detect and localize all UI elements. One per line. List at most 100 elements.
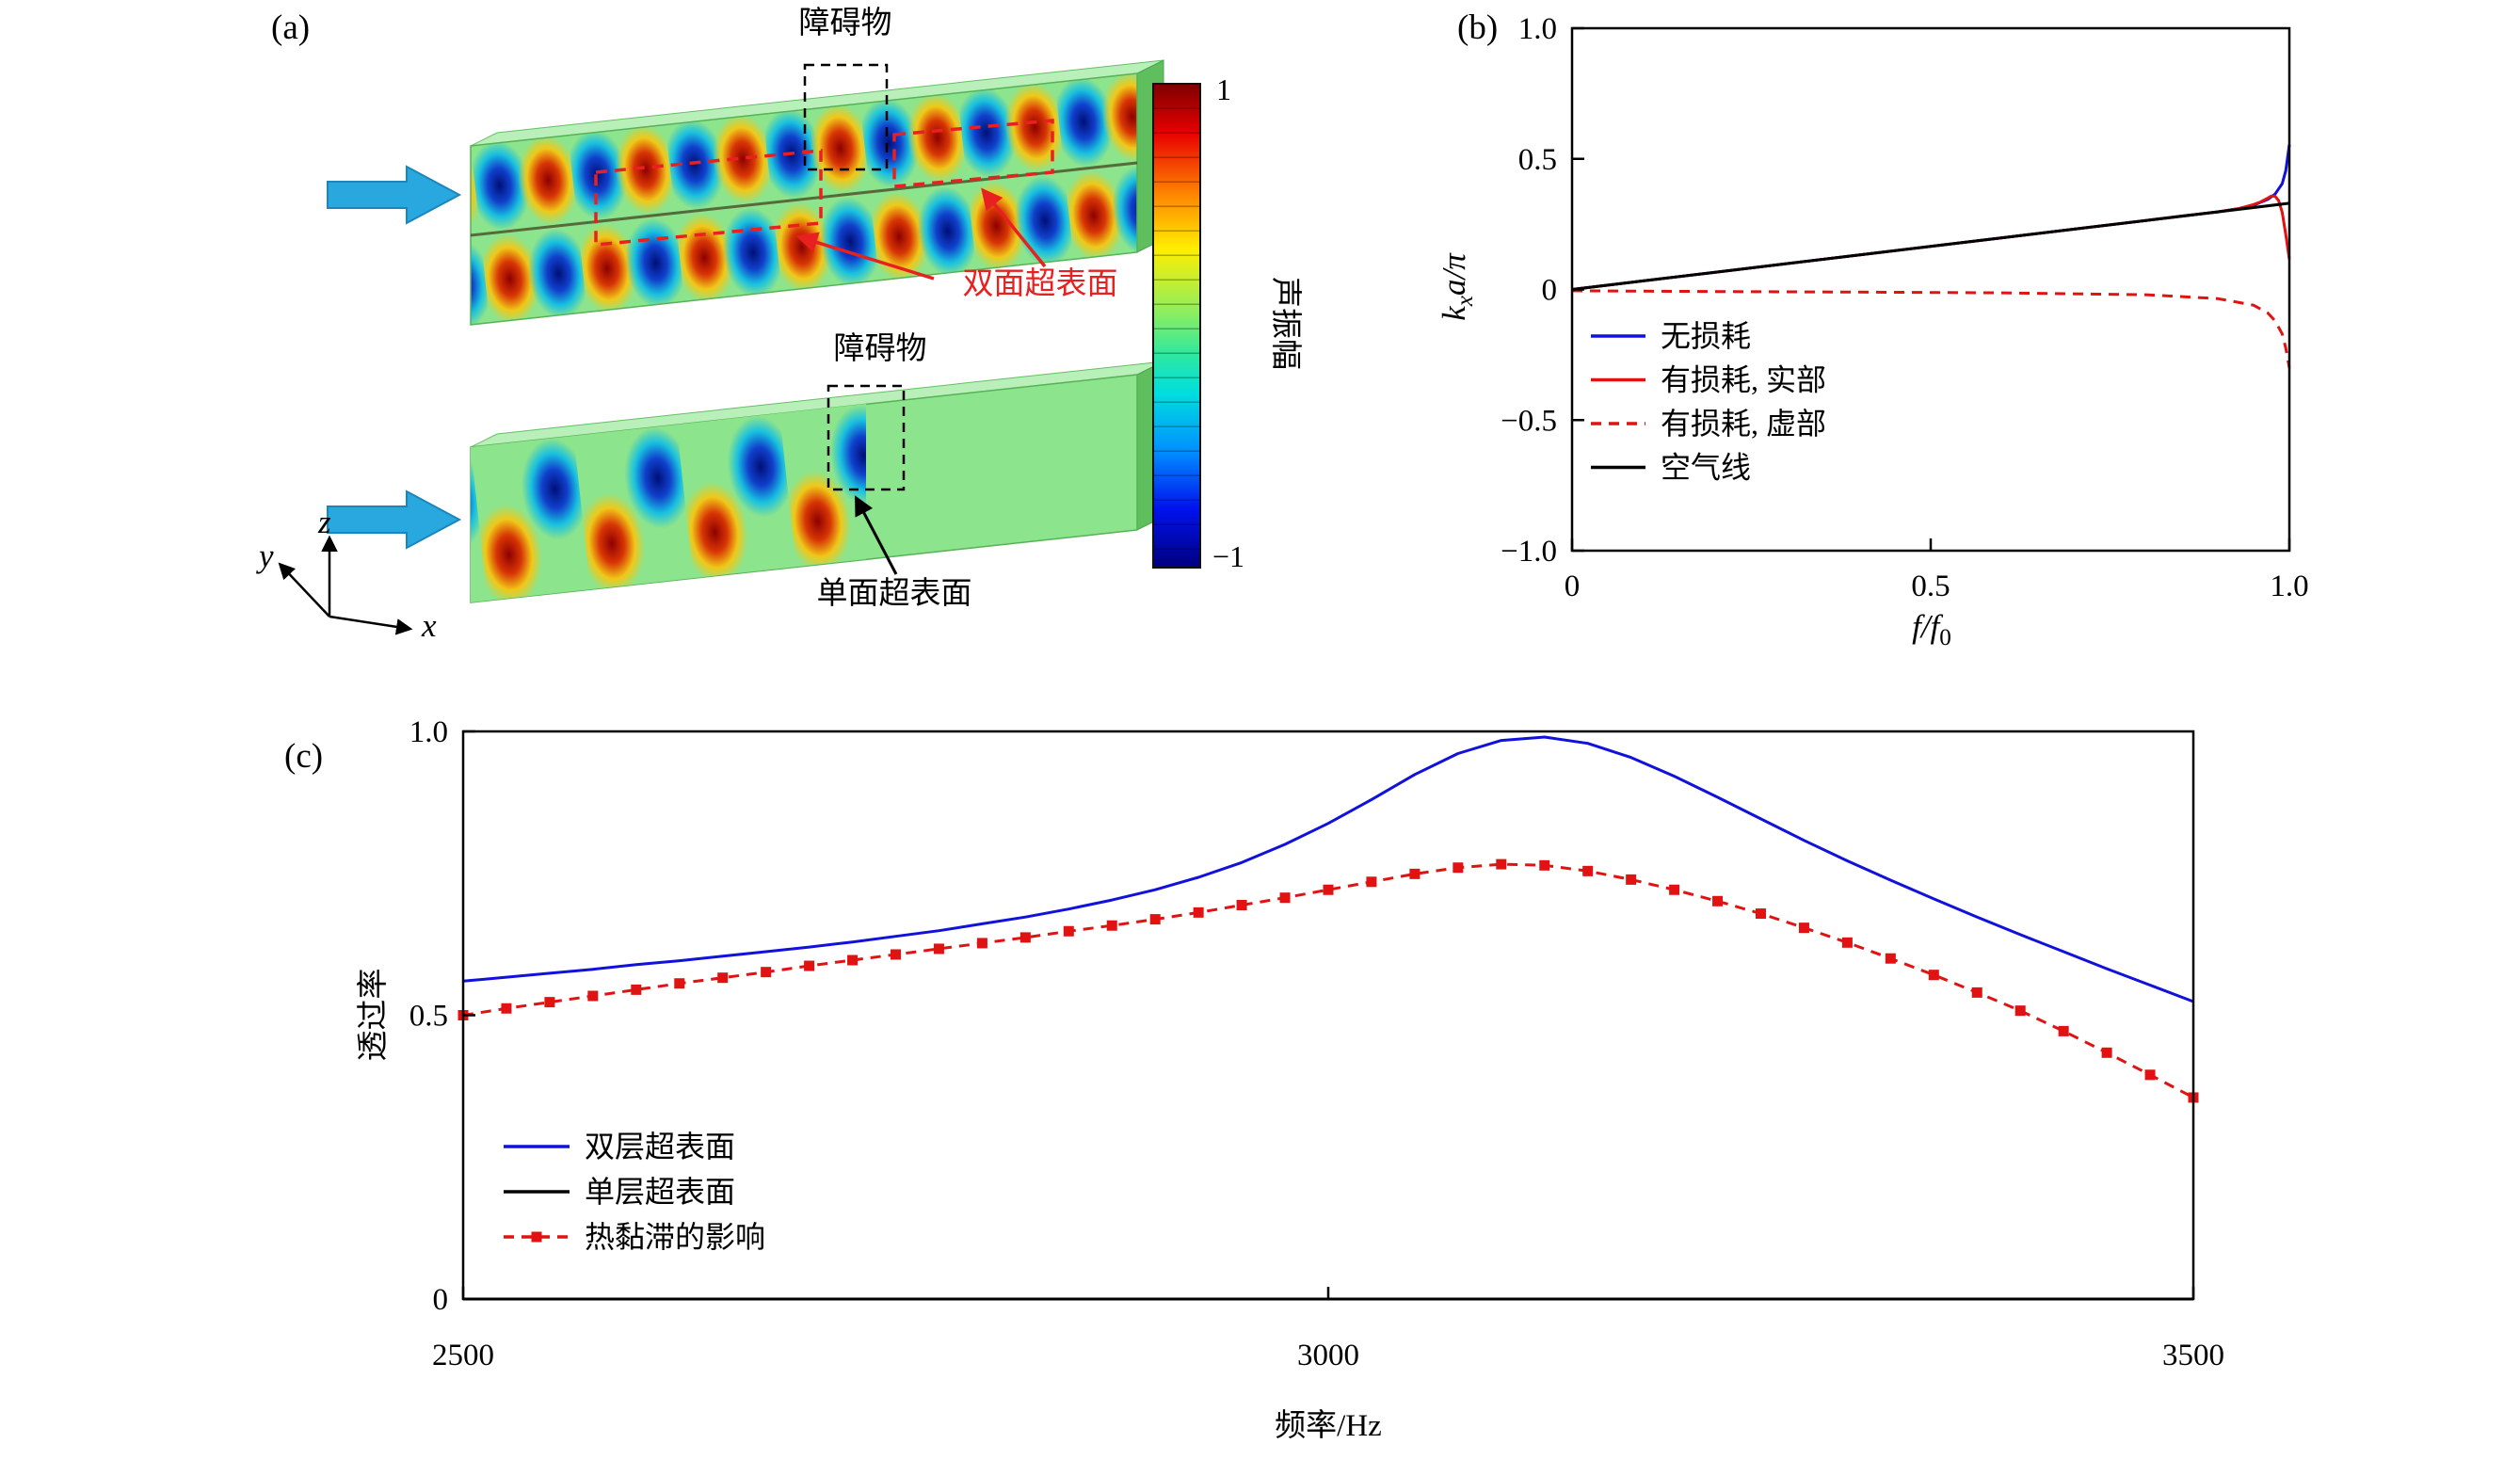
y-axis-arrow xyxy=(278,562,330,618)
double-surface-region-2 xyxy=(892,119,1054,188)
double-metasurface-label: 双面超表面 xyxy=(962,267,1118,301)
legend-label: 热黏滞的影响 xyxy=(585,1220,765,1254)
obstacle-outline-bottom xyxy=(827,384,906,491)
series-marker xyxy=(1626,874,1637,885)
legend-label: 空气线 xyxy=(1661,451,1751,485)
legend-label: 有损耗, 虚部 xyxy=(1661,407,1826,441)
series-marker xyxy=(761,967,772,978)
series-marker xyxy=(891,949,901,960)
incident-wave-arrow-top xyxy=(327,165,462,225)
series-line-有损耗, 虚部 xyxy=(1571,289,2291,369)
incident-wave-arrow-bottom xyxy=(327,489,462,550)
dispersion-yaxis-title: kxa/π xyxy=(1435,253,1480,321)
x-tick-label: 2500 xyxy=(432,1339,494,1372)
series-line-空气线 xyxy=(1571,201,2290,291)
x-tick-label: 3500 xyxy=(2162,1339,2224,1372)
series-marker xyxy=(1971,987,1982,998)
obstacle-label-bottom: 障碍物 xyxy=(833,332,927,366)
transmission-xaxis-title: 频率/Hz xyxy=(1275,1409,1382,1443)
series-marker xyxy=(1149,914,1161,925)
series-marker xyxy=(1279,892,1291,904)
series-marker xyxy=(501,1003,512,1014)
series-marker xyxy=(1798,923,1809,934)
series-line-热黏滞的影响 xyxy=(462,862,2194,1099)
series-marker xyxy=(1063,925,1074,937)
y-tick-label: 1.0 xyxy=(409,715,448,749)
acoustic-field-blobs xyxy=(471,404,866,602)
xlabel-f: f/f xyxy=(1912,608,1940,645)
series-marker xyxy=(1409,868,1421,879)
panel-c-label: (c) xyxy=(284,737,324,776)
ylabel-rest: a/π xyxy=(1435,253,1472,297)
x-axis-label: x xyxy=(422,607,437,644)
legend-marker-sample xyxy=(531,1231,542,1243)
series-marker xyxy=(1582,865,1594,876)
series-marker xyxy=(804,960,815,971)
series-marker xyxy=(2144,1069,2156,1081)
single-metasurface-slab xyxy=(470,361,1164,603)
coordinate-axes xyxy=(278,535,413,635)
legend-label: 单层超表面 xyxy=(585,1175,735,1209)
series-marker xyxy=(1366,876,1377,888)
series-marker xyxy=(2058,1025,2069,1036)
series-marker xyxy=(1928,970,1939,981)
series-marker xyxy=(1669,884,1680,895)
series-marker xyxy=(2101,1047,2112,1058)
series-marker xyxy=(1019,932,1031,943)
series-marker xyxy=(1756,908,1766,920)
y-tick-label: 0.5 xyxy=(409,1000,448,1034)
series-marker xyxy=(1106,920,1117,931)
panel-b-label: (b) xyxy=(1457,8,1499,47)
colorbar xyxy=(1152,83,1201,569)
series-marker xyxy=(1236,900,1247,911)
colorbar-title: 声振幅 xyxy=(1268,277,1302,370)
panel-a-label: (a) xyxy=(271,8,311,47)
series-marker xyxy=(1712,895,1724,906)
single-metasurface-label: 单面超表面 xyxy=(816,577,972,611)
y-tick-label: −0.5 xyxy=(1501,404,1557,438)
x-tick-label: 3000 xyxy=(1297,1339,1359,1372)
series-line-双层超表面 xyxy=(462,735,2194,1003)
series-marker xyxy=(1453,862,1464,874)
y-tick-label: 1.0 xyxy=(1518,12,1557,46)
legend-label: 双层超表面 xyxy=(585,1130,735,1163)
series-marker xyxy=(1323,884,1334,895)
series-marker xyxy=(631,984,642,995)
series-marker xyxy=(847,955,859,966)
obstacle-outline-top xyxy=(803,63,889,171)
ylabel-sub: x xyxy=(1452,296,1478,307)
y-tick-label: 0 xyxy=(1542,274,1558,308)
series-marker xyxy=(587,990,599,1002)
x-tick-label: 0.5 xyxy=(1911,570,1950,603)
series-marker xyxy=(544,997,555,1008)
annotation-arrow-black xyxy=(855,495,898,575)
obstacle-label-top: 障碍物 xyxy=(798,7,892,40)
annotation-arrow-red-2 xyxy=(981,187,1047,268)
double-surface-region-1 xyxy=(594,149,823,247)
x-tick-label: 1.0 xyxy=(2270,570,2308,603)
y-tick-label: −1.0 xyxy=(1501,535,1557,569)
transmission-yaxis-title: 透过率 xyxy=(357,968,392,1062)
series-marker xyxy=(1193,906,1204,918)
series-marker xyxy=(1496,858,1507,870)
ylabel-k: k xyxy=(1435,306,1472,321)
legend-label: 无损耗 xyxy=(1661,319,1751,353)
series-marker xyxy=(717,972,729,984)
simulation-panel xyxy=(278,59,1164,635)
colorbar-min-label: −1 xyxy=(1212,539,1245,573)
series-marker xyxy=(674,978,685,989)
z-axis-label: z xyxy=(318,504,331,540)
series-marker xyxy=(1539,859,1550,871)
plot-frame xyxy=(461,730,2195,1301)
y-axis-label: y xyxy=(259,537,274,574)
y-tick-label: 0 xyxy=(433,1283,449,1317)
series-marker xyxy=(933,943,944,955)
xlabel-sub: 0 xyxy=(1939,625,1951,650)
series-marker xyxy=(2014,1005,2026,1017)
series-marker xyxy=(1841,937,1853,948)
x-axis-arrow xyxy=(329,615,413,635)
colorbar-max-label: 1 xyxy=(1216,72,1231,106)
